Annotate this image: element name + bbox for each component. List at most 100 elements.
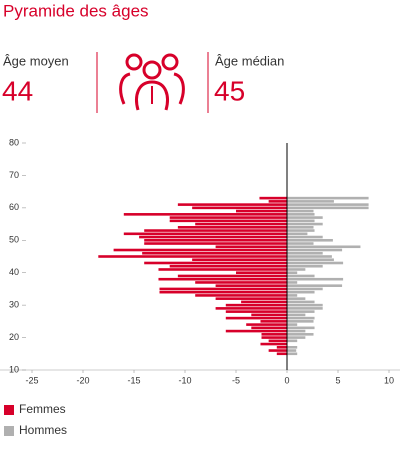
bar — [144, 238, 287, 242]
bar — [261, 333, 287, 336]
y-tick-label: 40 — [9, 267, 19, 277]
bar — [98, 255, 287, 258]
bar — [268, 339, 287, 343]
bar — [287, 242, 314, 245]
legend-label: Femmes — [19, 402, 66, 416]
bar — [276, 352, 287, 356]
y-tick-label: 60 — [9, 202, 19, 212]
y-tick-label: 30 — [9, 300, 19, 310]
bar — [287, 320, 314, 323]
bar — [287, 271, 298, 275]
bar — [142, 251, 287, 255]
bar — [287, 316, 315, 320]
bar — [287, 290, 315, 294]
stat-value: 45 — [214, 75, 245, 106]
bar — [144, 229, 287, 232]
bar — [287, 251, 323, 255]
bar — [287, 287, 323, 291]
bar — [177, 274, 287, 278]
bar — [287, 349, 297, 352]
x-tick-label: 5 — [335, 375, 340, 385]
bar — [268, 349, 287, 352]
bar — [246, 323, 287, 326]
bar — [268, 200, 287, 203]
x-tick-label: 0 — [284, 375, 289, 385]
bar — [287, 200, 334, 203]
bar — [287, 297, 306, 300]
bar — [159, 290, 287, 294]
bar — [287, 326, 315, 330]
bar — [287, 281, 298, 284]
bar — [287, 232, 308, 236]
bar — [139, 235, 287, 239]
bar — [215, 297, 287, 300]
x-tick-label: -5 — [232, 375, 240, 385]
bar — [276, 346, 287, 349]
bar — [287, 229, 315, 232]
bar — [287, 352, 298, 356]
bar — [287, 300, 315, 304]
x-tick-label: 10 — [384, 375, 394, 385]
bar — [287, 303, 323, 307]
x-tick-label: -10 — [178, 375, 191, 385]
bar — [287, 333, 314, 336]
bar — [287, 255, 332, 258]
bar — [260, 320, 287, 323]
x-tick-label: -20 — [76, 375, 89, 385]
bar — [215, 245, 287, 249]
bar — [251, 326, 287, 330]
bar — [287, 329, 306, 333]
bar — [287, 203, 369, 206]
bar — [123, 213, 287, 216]
bar — [287, 268, 306, 271]
bar — [259, 196, 287, 200]
bar — [251, 313, 287, 317]
bar — [287, 310, 315, 313]
bar — [287, 216, 323, 219]
bar — [236, 209, 287, 213]
bar — [169, 219, 287, 223]
bar — [113, 248, 287, 252]
x-tick-label: -25 — [25, 375, 38, 385]
page-title: Pyramide des âges — [3, 1, 149, 20]
bar — [287, 294, 298, 297]
bar — [287, 248, 343, 252]
y-tick-label: 10 — [9, 364, 19, 374]
bar — [287, 264, 323, 268]
bar — [287, 196, 369, 200]
bar — [225, 329, 287, 333]
bar — [287, 313, 306, 317]
stat-label: Âge médian — [215, 53, 284, 68]
legend-swatch — [4, 426, 14, 436]
y-tick-label: 70 — [9, 170, 19, 180]
bar — [287, 307, 323, 310]
y-tick-label: 20 — [9, 332, 19, 342]
bar — [287, 258, 334, 262]
legend-label: Hommes — [19, 423, 67, 437]
bar — [287, 261, 344, 265]
bar — [287, 238, 333, 242]
bar — [225, 303, 287, 307]
y-tick-label: 50 — [9, 235, 19, 245]
x-tick-label: -15 — [127, 375, 140, 385]
bar — [287, 222, 323, 226]
bar — [225, 310, 287, 313]
y-tick-label: 80 — [9, 137, 19, 147]
bar — [123, 232, 287, 236]
bar — [144, 261, 287, 265]
bar — [158, 268, 287, 271]
bar — [192, 206, 287, 210]
bar — [287, 323, 298, 326]
bar — [260, 342, 287, 346]
bar — [144, 242, 287, 245]
bar — [225, 316, 287, 320]
bar — [158, 277, 287, 281]
bar — [287, 277, 344, 281]
bar — [287, 226, 314, 229]
bar — [287, 274, 315, 278]
bar — [287, 213, 315, 216]
bar — [177, 226, 287, 229]
bar — [287, 206, 369, 210]
bar — [287, 346, 298, 349]
bar — [169, 264, 287, 268]
